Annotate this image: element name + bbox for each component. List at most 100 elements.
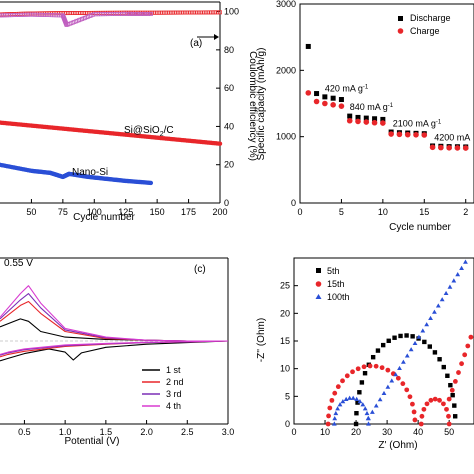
a-right-y-tick-label: 100 bbox=[224, 7, 239, 17]
d-point-15th bbox=[367, 363, 373, 369]
d-point-100th bbox=[424, 322, 430, 327]
d-x-label: Z' (Ohm) bbox=[378, 440, 417, 451]
a-series-3 bbox=[0, 11, 153, 27]
a-label-nanosi: Nano-Si bbox=[72, 167, 108, 178]
b-y-label: Specific capacity (mAh/g) bbox=[256, 48, 267, 161]
d-point-15th bbox=[411, 409, 417, 415]
b-plot-frame bbox=[299, 3, 474, 204]
b-point-discharge bbox=[372, 116, 378, 122]
d-point-15th bbox=[419, 413, 425, 419]
c-legend-label: 1 st bbox=[166, 365, 181, 375]
d-point-15th bbox=[361, 364, 367, 370]
d-point-100th bbox=[397, 365, 402, 371]
b-point-charge bbox=[388, 131, 394, 137]
b-point-discharge bbox=[330, 95, 336, 101]
d-point-15th bbox=[326, 413, 331, 419]
a-series-0 bbox=[0, 120, 223, 146]
c-curve-cathodic-0 bbox=[0, 340, 229, 362]
d-x-tick-label: 0 bbox=[291, 427, 296, 437]
b-point-charge bbox=[396, 131, 403, 138]
d-point-100th bbox=[416, 334, 422, 339]
b-point-charge bbox=[429, 144, 436, 151]
d-point-5th bbox=[370, 354, 376, 360]
c-legend: 1 st 2 nd 3 rd 4 th bbox=[142, 365, 184, 411]
d-point-5th bbox=[380, 342, 386, 348]
d-point-5th bbox=[452, 403, 457, 408]
d-point-5th bbox=[448, 382, 453, 388]
b-legend-discharge: Discharge bbox=[410, 13, 451, 23]
b-point-discharge bbox=[305, 43, 311, 49]
d-point-100th bbox=[364, 410, 370, 416]
d-point-100th bbox=[331, 421, 337, 426]
b-point-charge bbox=[322, 100, 328, 107]
d-x-tick-label: 40 bbox=[413, 427, 423, 437]
d-point-100th bbox=[428, 315, 433, 321]
d-point-15th bbox=[385, 367, 391, 373]
d-point-5th bbox=[375, 348, 381, 353]
d-x-tick-label: 10 bbox=[320, 427, 330, 437]
d-point-100th bbox=[366, 421, 371, 426]
d-point-15th bbox=[407, 394, 413, 400]
a-x-tick-label: 125 bbox=[118, 207, 133, 217]
d-point-15th bbox=[449, 387, 455, 393]
d-point-100th bbox=[381, 390, 387, 396]
d-point-5th bbox=[450, 392, 455, 398]
d-point-5th bbox=[355, 400, 360, 405]
d-point-100th bbox=[337, 402, 343, 407]
c-x-tick-label: 1.0 bbox=[59, 427, 72, 437]
d-x-tick-label: 20 bbox=[351, 427, 361, 437]
d-y-tick-label: 0 bbox=[285, 419, 290, 429]
d-point-5th bbox=[359, 380, 365, 385]
b-x-tick-label: 2 bbox=[463, 207, 468, 217]
d-point-15th bbox=[459, 361, 464, 367]
b-rate-label: 2100 mA g-1 bbox=[393, 119, 442, 129]
d-point-5th bbox=[398, 333, 403, 339]
d-point-100th bbox=[332, 416, 338, 421]
b-point-charge bbox=[404, 131, 411, 138]
d-point-100th bbox=[404, 353, 410, 358]
b-point-charge bbox=[438, 144, 444, 151]
a-right-y-tick-label: 60 bbox=[224, 83, 234, 93]
a-point bbox=[148, 180, 154, 186]
a-label-sisio2c: Si@SiO2/C bbox=[124, 125, 174, 138]
d-y-label: -Z'' (Ohm) bbox=[256, 318, 267, 362]
d-point-5th bbox=[432, 350, 438, 355]
a-x-tick-label: 150 bbox=[150, 207, 165, 217]
c-x-tick-label: 2.0 bbox=[140, 427, 153, 437]
b-rate-label: 420 mA g-1 bbox=[325, 84, 369, 94]
b-point-charge bbox=[421, 132, 428, 138]
d-point-5th bbox=[392, 335, 397, 340]
d-point-100th bbox=[360, 402, 366, 407]
d-point-100th bbox=[354, 396, 360, 401]
d-point-15th bbox=[468, 334, 474, 340]
d-point-100th bbox=[459, 265, 464, 271]
d-point-15th bbox=[432, 396, 438, 402]
d-point-5th bbox=[362, 371, 368, 376]
b-point-discharge bbox=[314, 91, 320, 97]
d-point-100th bbox=[420, 328, 426, 333]
c-curve-anodic-2 bbox=[0, 293, 228, 342]
a-right-y-tick-label: 20 bbox=[224, 160, 234, 170]
d-y-tick-label: 20 bbox=[280, 308, 290, 318]
b-point-charge bbox=[313, 98, 320, 105]
b-point-discharge bbox=[322, 94, 328, 100]
c-x-tick-label: 0.5 bbox=[18, 427, 31, 437]
b-point-charge bbox=[346, 117, 353, 124]
b-y-tick-label: 1000 bbox=[276, 132, 296, 142]
d-x-tick-label: 50 bbox=[444, 427, 454, 437]
b-x-tick-label: 15 bbox=[419, 207, 429, 217]
d-point-100th bbox=[412, 340, 418, 346]
d-point-100th bbox=[333, 410, 339, 416]
d-point-5th bbox=[354, 411, 359, 416]
d-point-100th bbox=[362, 406, 368, 411]
d-point-5th bbox=[404, 333, 409, 338]
d-point-5th bbox=[353, 421, 359, 427]
d-point-5th bbox=[445, 373, 450, 378]
d-point-15th bbox=[444, 406, 449, 412]
d-legend-marker-5th bbox=[316, 268, 321, 273]
d-y-tick-label: 5 bbox=[285, 391, 290, 401]
d-point-100th bbox=[443, 290, 449, 296]
d-point-100th bbox=[463, 259, 468, 264]
b-point-charge bbox=[462, 145, 469, 151]
